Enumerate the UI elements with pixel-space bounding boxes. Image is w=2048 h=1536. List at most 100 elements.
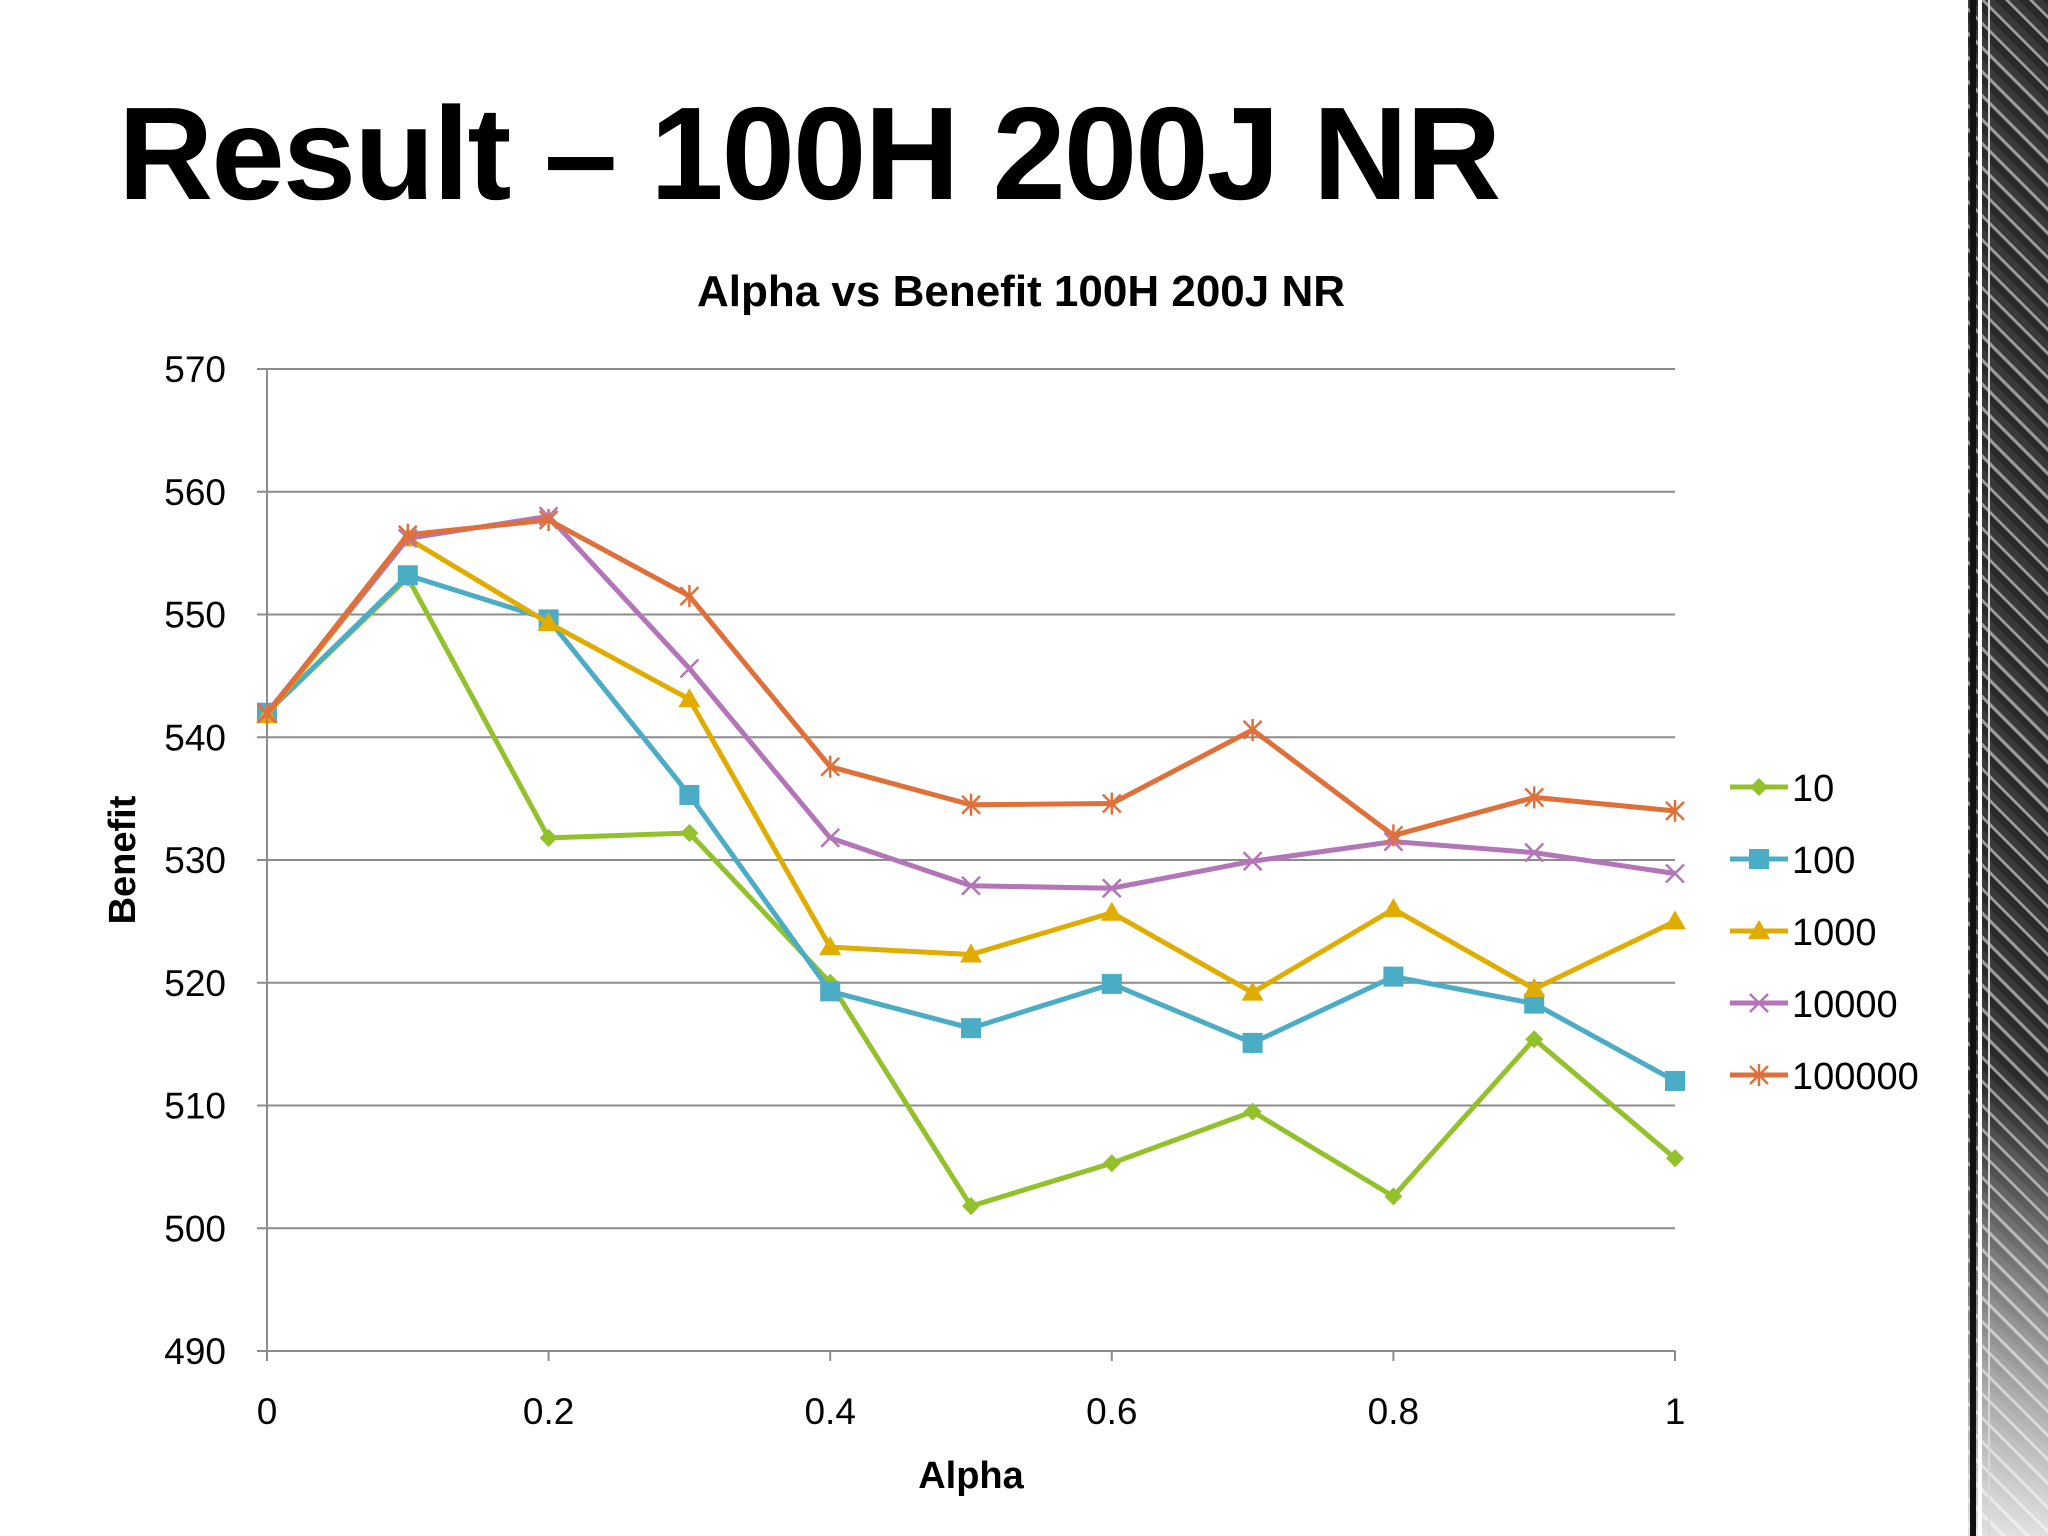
- x-tick-label: 0.8: [1368, 1391, 1419, 1432]
- data-point: [1243, 1102, 1262, 1121]
- y-tick-label: 500: [164, 1208, 226, 1249]
- data-point: [961, 793, 981, 816]
- data-point: [962, 1197, 980, 1216]
- data-point: [680, 823, 699, 842]
- data-point: [820, 828, 841, 848]
- data-point: [1384, 1187, 1403, 1206]
- data-point: [539, 828, 558, 847]
- data-point: [1101, 973, 1122, 994]
- data-point: [1665, 863, 1685, 884]
- data-point: [1524, 842, 1545, 863]
- marker-stroke: [1101, 878, 1122, 899]
- marker-stroke: [1665, 863, 1685, 884]
- data-point: [819, 936, 842, 956]
- decorative-border-dark: [1970, 0, 1976, 1536]
- data-point: [257, 702, 277, 725]
- series-line-10: [265, 575, 1677, 1209]
- y-tick-label: 550: [164, 595, 226, 636]
- legend-label: 10000: [1792, 984, 1898, 1026]
- y-tick-label: 490: [164, 1331, 226, 1372]
- data-point: [1101, 878, 1122, 899]
- chart-title: Alpha vs Benefit 100H 200J NR: [697, 267, 1345, 316]
- data-point: [538, 508, 559, 531]
- y-tick-label: 560: [164, 472, 226, 513]
- data-point: [1666, 1149, 1684, 1168]
- data-point: [960, 943, 982, 963]
- legend-item-10: 10: [1730, 768, 1834, 810]
- legend-label: 100000: [1792, 1056, 1919, 1098]
- data-point: [1242, 1032, 1263, 1053]
- data-point: [1100, 901, 1123, 921]
- data-point: [1383, 966, 1404, 987]
- data-point: [1524, 786, 1545, 809]
- data-point: [537, 612, 560, 632]
- data-point: [1523, 977, 1546, 997]
- legend-marker: [1749, 1064, 1769, 1086]
- series-100: [257, 565, 1685, 1091]
- legend-label: 10: [1792, 768, 1834, 810]
- legend-item-1000: 1000: [1730, 912, 1877, 954]
- data-point: [961, 875, 981, 896]
- legend: 10 100 1000 10000 100000: [1730, 768, 1919, 1098]
- legend-label: 100: [1792, 840, 1855, 882]
- data-point: [1525, 1030, 1544, 1049]
- legend-item-100: 100: [1730, 840, 1855, 882]
- data-point: [961, 1018, 981, 1039]
- data-point: [820, 981, 841, 1002]
- data-point: [1524, 993, 1545, 1014]
- x-axis-label: Alpha: [918, 1455, 1024, 1497]
- decorative-border-white: [1978, 0, 1982, 1536]
- series-line-1000: [265, 535, 1677, 996]
- marker-stroke: [679, 658, 700, 679]
- legend-label: 1000: [1792, 912, 1877, 954]
- series-1000: [256, 527, 1686, 1001]
- slide-title: Result – 100H 200J NR: [118, 80, 1501, 227]
- series-line-10000: [265, 513, 1676, 891]
- y-tick-label: 520: [164, 963, 226, 1004]
- data-point: [1383, 824, 1404, 847]
- y-tick-label: 530: [164, 840, 226, 881]
- series-10: [258, 568, 1684, 1216]
- data-point: [1665, 799, 1685, 822]
- x-tick-label: 0: [257, 1391, 278, 1432]
- data-point: [820, 755, 841, 778]
- data-point: [1241, 981, 1264, 1001]
- y-tick-label: 510: [164, 1086, 226, 1127]
- decorative-border-grey: [1988, 0, 1990, 1536]
- data-point: [679, 585, 700, 608]
- data-point: [1242, 718, 1263, 741]
- data-point: [397, 565, 418, 586]
- marker-stroke: [1524, 842, 1545, 863]
- legend-item-10000: 10000: [1730, 984, 1898, 1026]
- marker-stroke: [1242, 851, 1263, 872]
- x-tick-label: 1: [1665, 1391, 1686, 1432]
- data-point: [679, 784, 700, 805]
- legend-marker: [1748, 920, 1770, 939]
- marker-stroke: [820, 828, 841, 848]
- data-point: [1101, 792, 1122, 815]
- legend-marker: [1749, 849, 1769, 869]
- data-point: [1382, 898, 1405, 918]
- x-tick-label: 0.6: [1086, 1391, 1137, 1432]
- marker-stroke: [961, 875, 981, 896]
- data-point: [1102, 1154, 1121, 1173]
- x-tick-label: 0.2: [523, 1391, 574, 1432]
- data-point: [1665, 1070, 1685, 1091]
- legend-marker: [1750, 778, 1768, 796]
- data-point: [678, 688, 701, 708]
- y-tick-label: 570: [164, 349, 226, 390]
- y-tick-label: 540: [164, 717, 226, 758]
- series-100000: [257, 508, 1685, 847]
- data-point: [679, 658, 700, 679]
- y-axis-label: Benefit: [102, 795, 144, 924]
- series-line-100000: [265, 517, 1676, 838]
- data-point: [1664, 910, 1686, 930]
- series-line-100: [265, 572, 1677, 1084]
- data-point: [1242, 851, 1263, 872]
- x-tick-label: 0.4: [804, 1391, 855, 1432]
- legend-item-100000: 100000: [1730, 1056, 1919, 1098]
- series-10000: [257, 506, 1685, 899]
- gridlines: [267, 368, 1675, 1230]
- data-point: [397, 523, 418, 546]
